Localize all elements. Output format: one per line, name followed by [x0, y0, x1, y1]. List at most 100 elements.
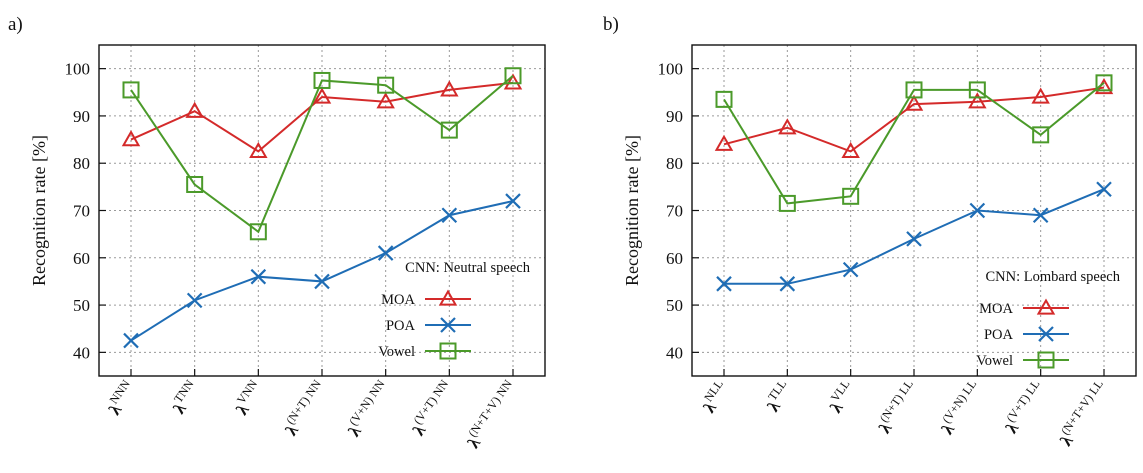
x-tick-label: λNLL	[696, 377, 733, 416]
data-point	[186, 175, 204, 193]
y-axis-title: Recognition rate [%]	[622, 135, 642, 286]
chart-panel-b: b) 40 50 60 70 80 90 100 Recognition rate [%] λNL…	[603, 14, 1137, 449]
data-point	[186, 292, 203, 309]
y-axis-title: Recognition rate [%]	[29, 135, 49, 286]
legend: MOA POA Vowel	[378, 289, 471, 360]
data-point	[1032, 207, 1049, 224]
data-point	[505, 193, 521, 209]
legend: MOA POA Vowel	[976, 298, 1069, 369]
x-tick-label-sup: (N+T+V) NN	[465, 377, 515, 440]
y-tick-label: 100	[658, 60, 684, 79]
y-tick-label: 50	[666, 296, 683, 315]
data-point	[185, 101, 204, 118]
data-point	[504, 67, 522, 85]
data-point	[440, 80, 459, 97]
x-tick-label-sup: (N+T+V) LL	[1058, 377, 1106, 437]
x-tick-label: λTLL	[760, 377, 796, 415]
data-point	[906, 231, 922, 247]
legend-marker	[439, 342, 457, 360]
series-vowel	[122, 67, 522, 241]
legend-label: POA	[386, 318, 416, 334]
legend-marker	[1036, 298, 1056, 315]
chart-annotation: CNN: Lombard speech	[986, 269, 1121, 285]
y-tick-label: 60	[666, 249, 683, 268]
x-tick-label: λ(V+N) LL	[934, 377, 986, 438]
chart-annotation: CNN: Neutral speech	[405, 260, 531, 276]
x-tick-label: λ(N+T+V) NN	[460, 377, 522, 452]
series-line	[723, 86, 1105, 153]
data-point	[968, 81, 986, 99]
data-point	[904, 94, 924, 111]
data-point	[312, 87, 332, 104]
data-point	[313, 71, 331, 89]
x-tick-label-sup: (V+N) LL	[939, 377, 979, 426]
y-tick-label: 50	[73, 296, 90, 315]
data-point	[377, 76, 395, 94]
data-point	[779, 276, 796, 292]
x-tick-label: λVLL	[823, 377, 860, 416]
x-tick-label: λ(V+T) LL	[999, 377, 1050, 437]
series-line	[130, 81, 514, 153]
data-point	[441, 207, 458, 224]
x-tick-label-sup: (N+T) NN	[283, 377, 324, 427]
y-tick-label: 70	[666, 202, 683, 221]
x-tick-label: λNNN	[102, 377, 141, 419]
data-point	[122, 81, 140, 99]
y-tick-label: 80	[73, 154, 90, 173]
x-tick-label-sup: (N+T) LL	[877, 377, 916, 425]
x-tick-label: λ(N+T) LL	[872, 377, 923, 437]
series-line	[130, 74, 514, 234]
data-point	[905, 81, 923, 99]
chart-panel-a: a) 40 50 60 70 80 90 100 Recognition rate [%] λNN…	[8, 14, 546, 452]
y-tick-label: 80	[666, 154, 683, 173]
series-poa	[123, 193, 521, 349]
data-point	[969, 202, 986, 219]
data-point	[1032, 126, 1050, 144]
series-poa	[716, 181, 1112, 292]
x-tick-label-sup: (V+T) LL	[1003, 377, 1042, 425]
x-tick-label-sup: TNN	[171, 377, 197, 406]
data-point	[778, 118, 797, 135]
legend-label: MOA	[979, 301, 1013, 317]
data-point	[376, 92, 395, 109]
data-point	[121, 130, 141, 147]
data-point	[1095, 74, 1113, 92]
data-point	[503, 73, 523, 90]
y-tick-label: 40	[666, 343, 683, 362]
series-moa	[714, 78, 1114, 159]
series-line	[723, 82, 1105, 205]
y-tick-label: 70	[73, 202, 90, 221]
series-moa	[121, 73, 523, 159]
x-tick-label: λ(N+T) NN	[278, 377, 331, 439]
x-tick-label-sup: NNN	[107, 377, 134, 407]
grid	[99, 45, 545, 376]
data-point	[440, 121, 458, 139]
x-tick-label: λ(V+T) NN	[406, 377, 459, 439]
data-point	[968, 92, 987, 109]
panel-label: b)	[603, 14, 619, 35]
legend-marker	[1038, 326, 1054, 342]
data-point	[714, 134, 734, 151]
data-point	[842, 261, 859, 278]
y-tick-label: 90	[73, 107, 90, 126]
data-point	[123, 332, 139, 349]
data-point	[778, 194, 796, 212]
legend-label: MOA	[381, 292, 415, 308]
x-tick-label-sup: VNN	[234, 377, 261, 407]
data-point	[314, 273, 330, 290]
data-point	[1096, 181, 1112, 197]
x-tick-label: λTNN	[166, 377, 204, 418]
y-tick-label: 100	[65, 60, 91, 79]
x-tick-label: λ(V+N) NN	[341, 377, 395, 440]
legend-marker	[440, 317, 456, 333]
y-tick-label: 40	[73, 343, 90, 362]
y-tick-label: 60	[73, 249, 90, 268]
data-point	[250, 268, 267, 285]
x-tick-label-sup: (V+N) NN	[346, 377, 388, 428]
legend-marker	[1037, 351, 1055, 369]
data-point	[716, 276, 732, 292]
legend-label: Vowel	[378, 344, 415, 360]
data-point	[715, 90, 733, 108]
series-vowel	[715, 74, 1113, 212]
